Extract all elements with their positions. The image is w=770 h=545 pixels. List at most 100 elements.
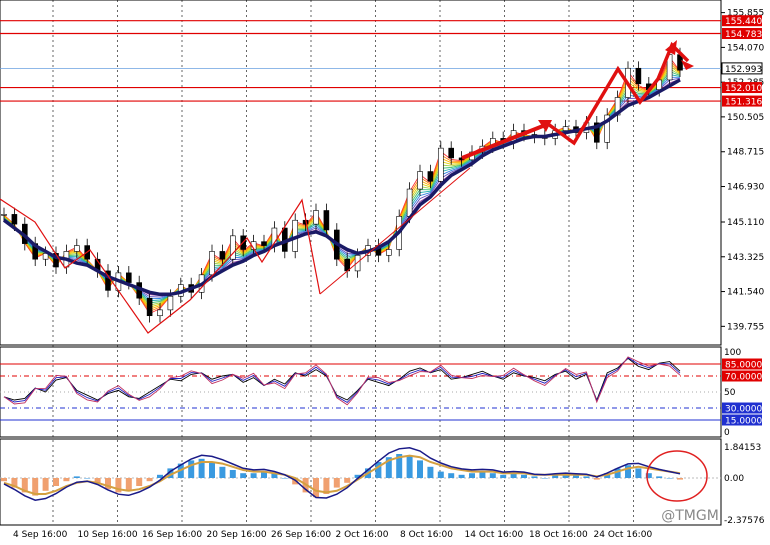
macd-histogram-bar [32,478,39,496]
rsi-series-line [3,356,681,406]
price-tick-label: 150.505 [727,113,764,123]
macd-histogram-bar [437,471,444,478]
candle-body [562,126,569,131]
macd-histogram-bar [94,478,101,483]
x-tick-label: 20 Sep 16:00 [207,530,267,540]
macd-histogram-bar [313,478,319,498]
rsi-tag-box [722,370,762,382]
macd-histogram-bar [281,478,288,479]
macd-tick-label: 1.84153 [724,443,761,453]
time-axis: 4 Sep 16:00 10 Sep 16:00 16 Sep 16:00 20 Se… [13,530,652,540]
macd-histogram-bar [500,474,507,478]
macd-histogram-bar [323,478,330,494]
candle-body [146,297,153,317]
candle-body [126,272,132,283]
rsi-tag-label: 85.0000 [725,361,762,371]
trend-arrow-shaft [461,122,549,160]
macd-histogram-bar [645,473,652,478]
candle-body [261,241,267,246]
candle-body [406,188,413,217]
macd-signal-line [3,454,681,495]
candle-body [385,249,392,256]
price-tag-label: 154.783 [725,30,762,40]
highlight-circle [646,450,708,502]
macd-histogram-bar [521,474,527,478]
moving-average-line [2,78,681,297]
macd-histogram-bar [417,460,423,478]
price-level-tags: 155.440 154.783 152.993 152.010 151.316 [721,15,763,108]
macd-histogram-bar [125,478,132,491]
macd-histogram-bar [229,470,236,478]
macd-histogram-bar [510,473,517,478]
macd-histogram-bar [656,476,663,478]
x-tick-label: 16 Sep 16:00 [142,530,202,540]
candle-body [448,147,455,159]
macd-histogram-bar [479,471,486,478]
trend-channel-line [319,167,471,295]
macd-histogram-bar [333,478,340,488]
macd-histogram-bar [219,466,226,478]
macd-histogram-bar [354,474,361,478]
macd-histogram-bar [666,478,673,479]
macd-histogram-bar [63,478,70,482]
macd-histogram-bar [406,455,413,478]
rsi-tick-label: 100 [724,348,741,358]
macd-histogram-bar [261,471,267,478]
x-tick-label: 18 Oct 16:00 [529,530,588,540]
candle-body [167,295,174,311]
macd-histogram-bar [198,458,205,478]
macd-line [3,447,681,501]
candle-body [354,255,361,272]
price-tag-label: 151.316 [725,98,762,108]
macd-tick-label: -2.37576 [724,516,765,526]
x-tick-label: 26 Sep 16:00 [271,530,331,540]
x-tick-label: 4 Sep 16:00 [13,530,68,540]
macd-histogram-bar [240,473,247,478]
macd-histogram-bar [105,478,111,490]
candle-body [323,210,330,231]
macd-histogram-bar [593,478,600,480]
macd-histogram-bar [385,457,392,478]
macd-histogram-bar [635,468,642,478]
candle-body [74,245,80,252]
price-tag-label: 152.010 [725,84,762,94]
macd-histogram-bar [53,478,59,486]
macd-histogram-bar [396,454,403,478]
candle-body [427,171,434,182]
macd-histogram-bar [1,478,7,482]
price-tag-box [722,95,762,107]
macd-histogram-bar [157,474,163,478]
price-tick-label: 154.070 [727,43,764,53]
forecast-arrow-head-down [681,60,694,70]
price-axis: 155.855154.070152.285150.505148.715146.9… [721,9,764,332]
candle-body [209,251,215,276]
macd-histogram-bar [11,478,18,488]
candle-body [157,309,163,317]
price-tick-label: 143.325 [727,253,764,263]
macd-histogram-bar [375,462,382,478]
macd-histogram-bar [84,478,91,479]
candle-body [593,122,600,143]
price-tick-label: 155.855 [727,9,764,19]
macd-axis: 1.84153 0.00 -2.37576 [724,443,765,526]
price-tag-box [722,15,762,27]
macd-histogram-bar [146,478,153,482]
macd-histogram-bar [489,473,496,478]
macd-histogram-bar [469,473,475,478]
rsi-series-line [3,357,681,403]
macd-histogram-bar [583,476,590,478]
macd-histogram-bar [209,462,215,478]
forecast-arrow-head-up [665,40,677,55]
price-tick-label: 145.110 [727,218,764,228]
rsi-tag-box [722,414,762,426]
x-tick-label: 10 Sep 16:00 [78,530,138,540]
macd-histogram-bar [188,460,195,478]
macd-histogram-bar [271,473,278,478]
candle-body [313,210,319,225]
price-tick-label: 139.755 [727,322,764,332]
price-tag-box [722,28,762,40]
macd-histogram-bar [614,468,621,478]
price-tag-box [721,62,763,75]
